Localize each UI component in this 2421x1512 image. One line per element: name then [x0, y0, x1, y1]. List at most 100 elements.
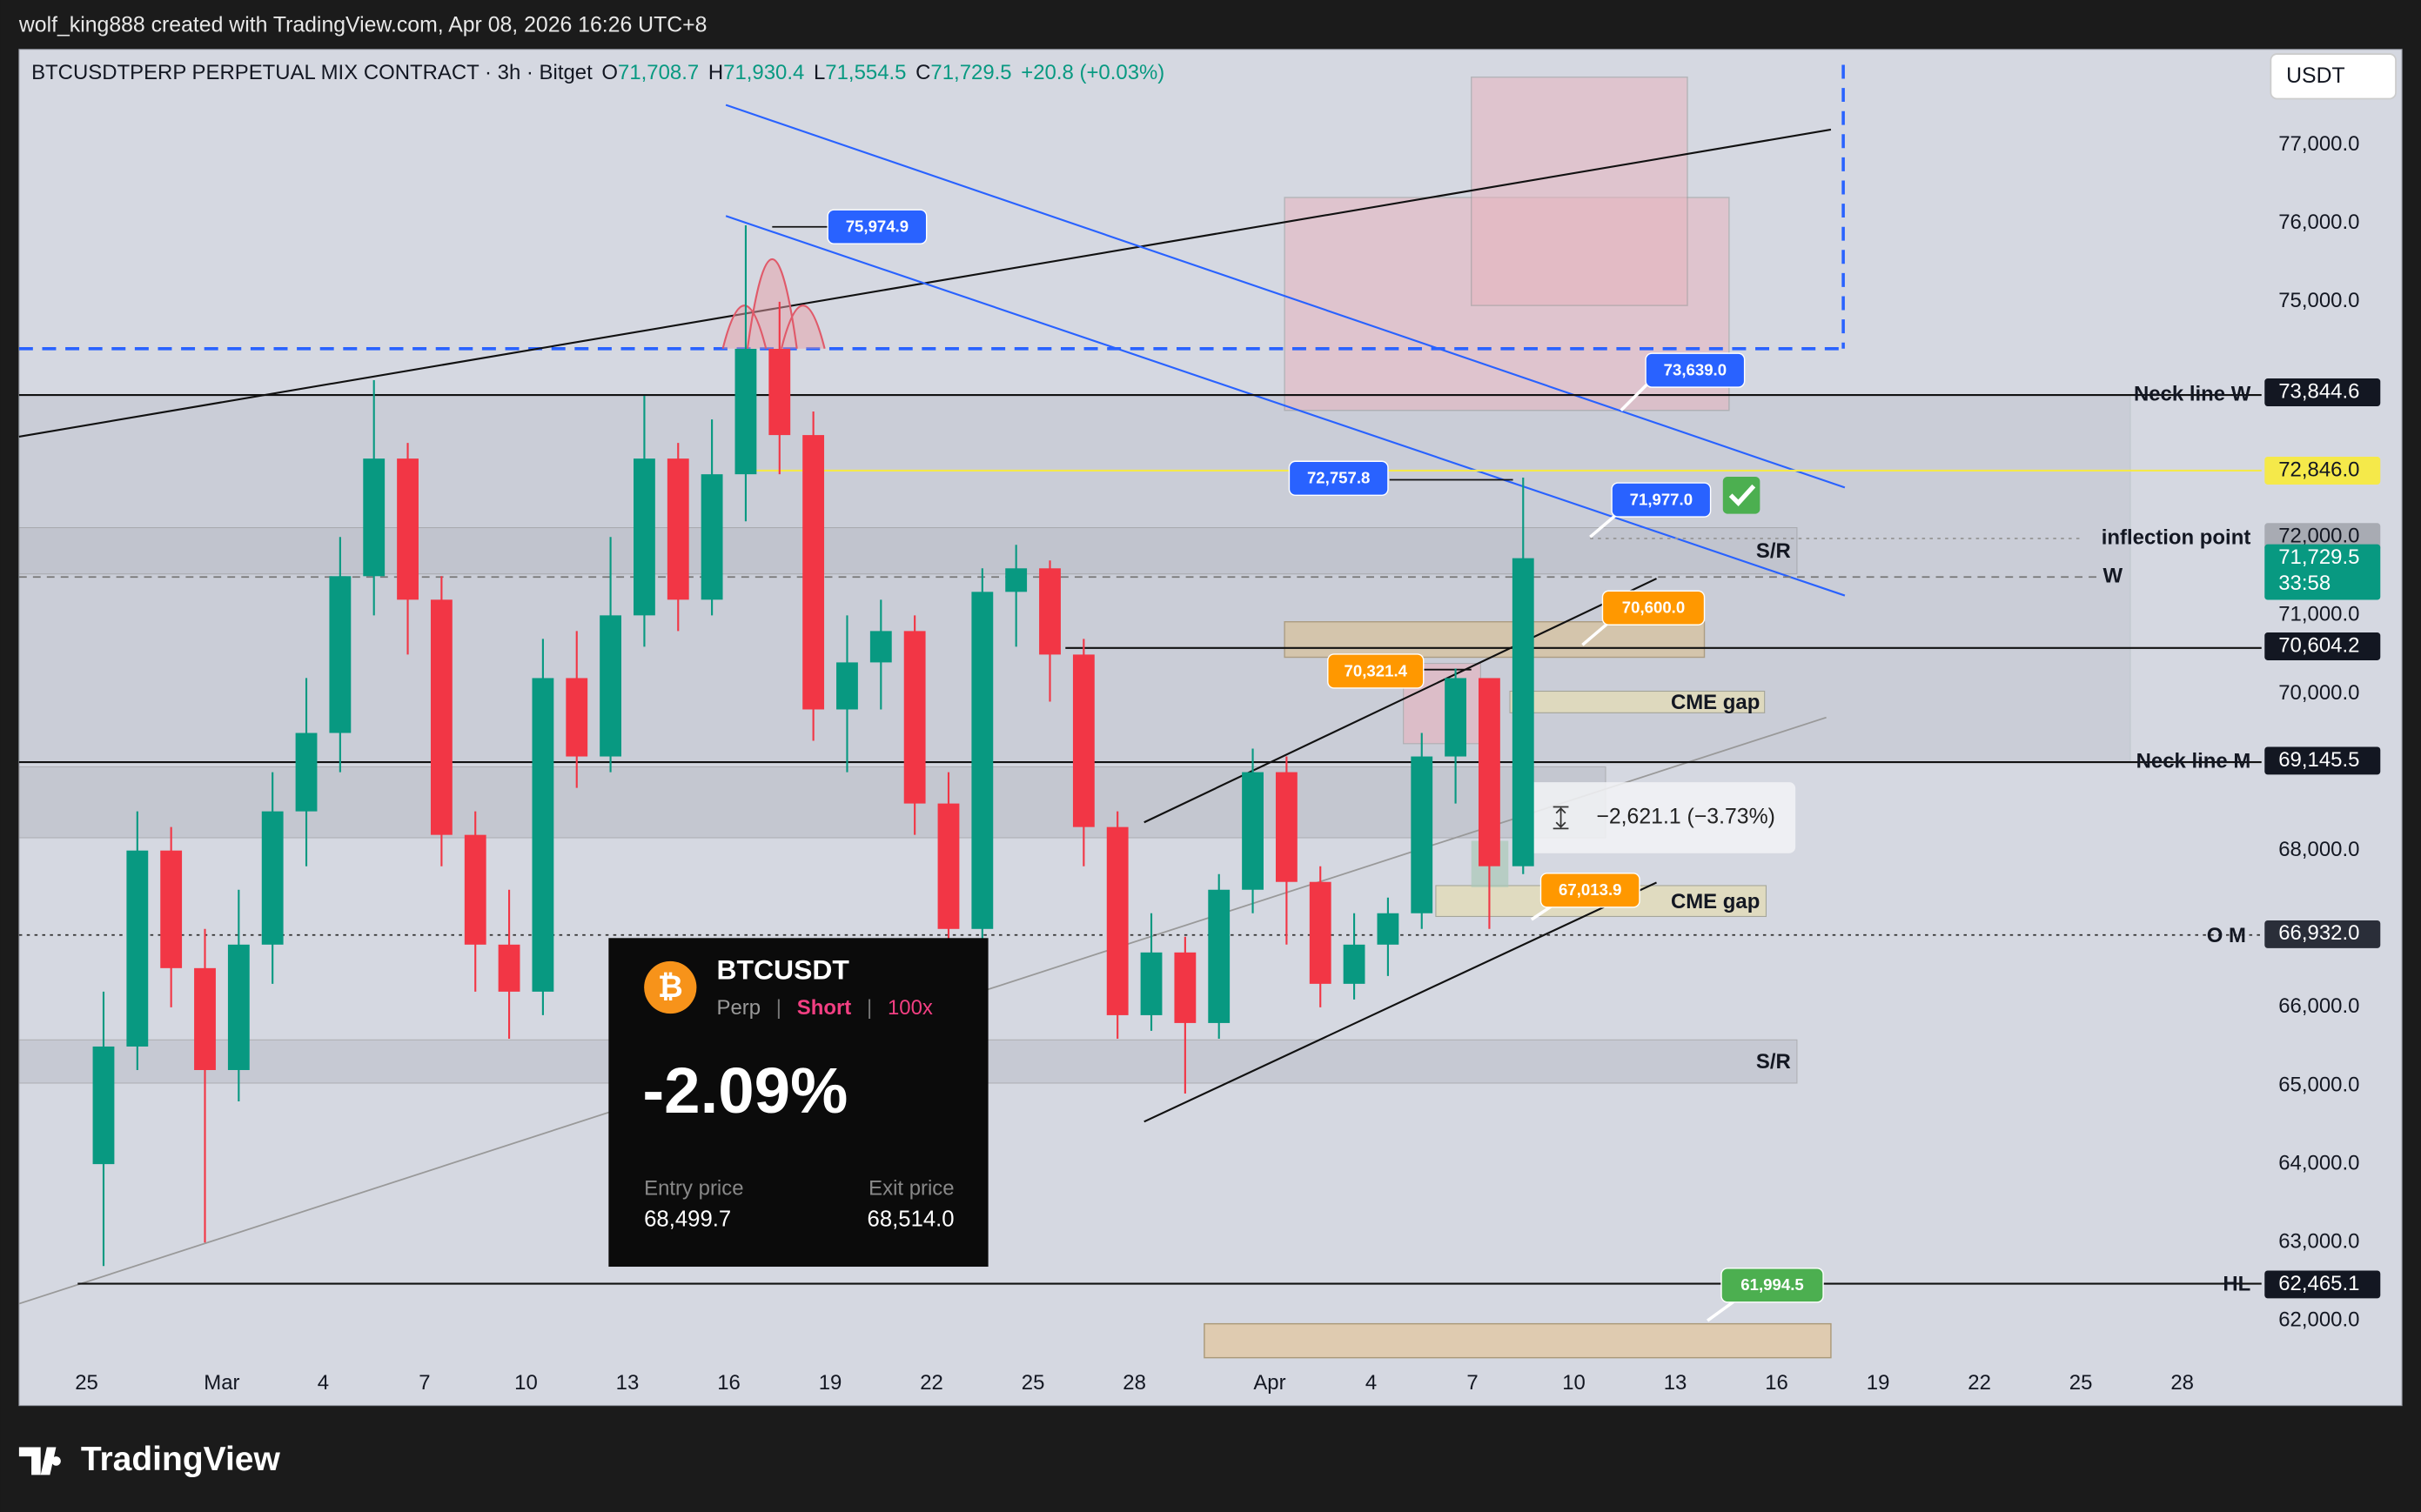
candle-body [937, 803, 960, 929]
callout-label: 61,994.5 [1740, 1275, 1803, 1294]
x-tick-label: 22 [920, 1371, 943, 1395]
legend-key: L [814, 61, 825, 84]
card-exit-label: Exit price [868, 1177, 954, 1201]
candle-body [869, 631, 892, 663]
candle-body [1512, 558, 1534, 866]
legend-value: 71,708.7 [618, 61, 699, 84]
candle-body [1140, 952, 1163, 1015]
price-label-bg [2264, 1270, 2381, 1299]
currency-button[interactable] [2270, 53, 2397, 100]
pattern-arcs [721, 258, 826, 350]
candle-body [802, 435, 825, 710]
candle-body [1005, 568, 1028, 592]
btc-glyph: ₿ [658, 969, 683, 1004]
y-tick-label: 70,000.0 [2278, 681, 2359, 705]
annotation: HL [2223, 1273, 2250, 1296]
candle-body [701, 474, 723, 600]
annotation: Neck line M [2136, 749, 2251, 773]
x-tick-label: 7 [419, 1371, 430, 1395]
candle-body [397, 458, 419, 600]
annotation: S/R [1756, 1050, 1791, 1074]
annotation: S/R [1756, 539, 1791, 563]
candle-body [1309, 881, 1331, 984]
x-tick-label: Mar [204, 1371, 239, 1395]
candle-body [1343, 944, 1365, 984]
check-icon [1728, 484, 1756, 507]
annotation: W [2103, 565, 2123, 588]
callout-label: 73,639.0 [1664, 360, 1727, 378]
price-label: 72,846.0 [2278, 458, 2359, 481]
x-tick-label: 28 [1123, 1371, 1146, 1395]
y-tick-label: 64,000.0 [2278, 1151, 2359, 1174]
legend-key: H [708, 61, 723, 84]
legend-change: +20.8 (+0.03%) [1021, 61, 1164, 84]
price-label-bg [2264, 378, 2381, 406]
candle-body [1411, 756, 1433, 913]
callout-bg [1539, 873, 1640, 908]
logo-mark [18, 1447, 61, 1475]
price-label: 72,000.0 [2278, 525, 2359, 548]
price-label: 73,844.6 [2278, 379, 2359, 403]
callout-bg [1720, 1268, 1824, 1303]
candle-body [1039, 568, 1061, 655]
callout-label: 75,974.9 [846, 217, 909, 236]
y-tick-label: 77,000.0 [2278, 132, 2359, 156]
price-label: 62,465.1 [2278, 1272, 2359, 1295]
card-symbol: BTCUSDT [716, 954, 849, 986]
footer-brand: TradingView [81, 1441, 281, 1478]
legend-value: 71,729.5 [930, 61, 1011, 84]
callout-label: 67,013.9 [1559, 880, 1621, 899]
callout-label: 70,600.0 [1622, 599, 1685, 617]
candle-body [295, 733, 318, 812]
x-tick-label: 4 [1365, 1371, 1377, 1395]
candle-body [261, 811, 284, 945]
y-tick-label: 66,000.0 [2278, 994, 2359, 1018]
y-tick-label: 76,000.0 [2278, 211, 2359, 234]
tan-zone [1284, 620, 1706, 659]
price-label: 71,729.5 [2278, 545, 2359, 569]
candle-body [1242, 772, 1264, 890]
y-tick-label: 75,000.0 [2278, 289, 2359, 312]
candle-body [667, 458, 689, 600]
callout-bg [1601, 590, 1706, 626]
candle-body [532, 678, 554, 992]
candle-body [1377, 913, 1399, 945]
x-tick-label: 19 [1867, 1371, 1890, 1395]
annotation: CME gap [1671, 890, 1760, 913]
candle-body [600, 615, 622, 757]
x-tick-label: 19 [819, 1371, 842, 1395]
currency-label[interactable]: USDT [2286, 64, 2345, 88]
btc-icon [644, 960, 697, 1014]
annotation: Neck line W [2134, 382, 2251, 405]
legend-value: 71,554.5 [825, 61, 906, 84]
callout-label: 70,321.4 [1345, 661, 1408, 679]
legend-key: O [601, 61, 618, 84]
y-tick-label: 62,000.0 [2278, 1308, 2359, 1332]
price-countdown: 33:58 [2278, 572, 2330, 595]
x-tick-label: 4 [318, 1371, 329, 1395]
x-tick-label: 28 [2170, 1371, 2194, 1395]
x-tick-label: 16 [1765, 1371, 1788, 1395]
trend-line [1143, 881, 1657, 1123]
candle-body [227, 944, 250, 1070]
chart-area [18, 49, 2403, 1407]
card-entry: 68,499.7 [644, 1208, 731, 1232]
pink-zone [1471, 76, 1688, 306]
position-card: ₿ BTCUSDT Perp | Short | 100x -2.09% Entry p… [608, 938, 989, 1268]
x-tick-label: 7 [1466, 1371, 1478, 1395]
card-side: Short [797, 996, 852, 1020]
candle-body [768, 348, 791, 436]
overlay: 25 Mar 4 7 10 13 16 19 22 25 28 Apr 4 7 10 13 16 19 22 25 28… [75, 132, 2381, 1395]
legend: BTCUSDTPERP PERPETUAL MIX CONTRACT · 3h … [31, 61, 1164, 84]
candle-body [464, 834, 486, 945]
price-label: 69,145.5 [2278, 748, 2359, 772]
candle-body [329, 576, 352, 733]
candle-body [1174, 952, 1197, 1023]
candle-body [430, 599, 453, 835]
candle-body [1072, 654, 1095, 827]
measure-text: −2,621.1 (−3.73%) [1596, 806, 1775, 829]
callout-label: 71,977.0 [1630, 490, 1693, 508]
card-entry-label: Entry price [644, 1177, 743, 1201]
trend-line [1143, 578, 1657, 824]
x-tick-label: 13 [1664, 1371, 1687, 1395]
